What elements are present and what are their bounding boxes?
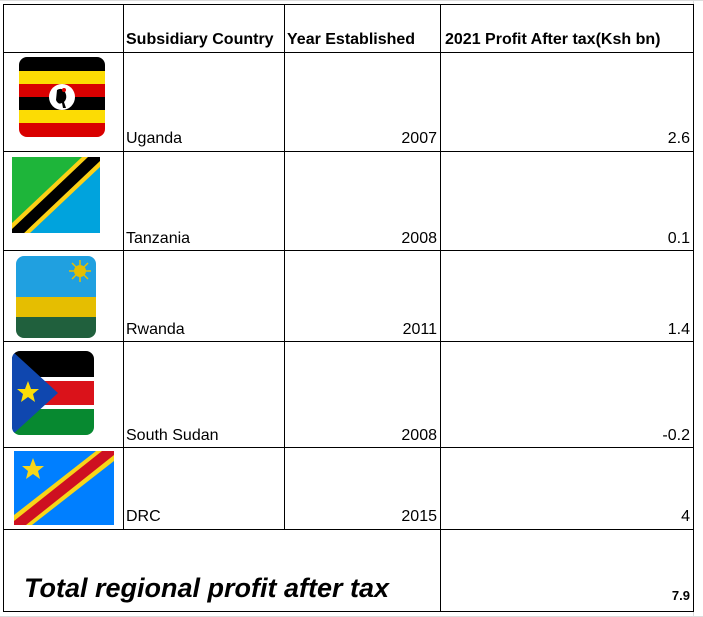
uganda-flag-icon [19, 57, 105, 137]
year-cell-tanzania: 2008 [401, 230, 437, 247]
country-cell-uganda: Uganda [126, 130, 183, 147]
total-label: Total regional profit after tax [24, 573, 390, 603]
south-sudan-flag-icon [12, 351, 94, 435]
header-year: Year Established [287, 31, 416, 48]
country-cell-rwanda: Rwanda [126, 321, 185, 338]
total-value: 7.9 [671, 588, 690, 603]
drc-flag-icon [14, 451, 114, 525]
profit-cell-uganda: 2.6 [667, 130, 690, 147]
country-cell-tanzania: Tanzania [126, 230, 191, 247]
header-country: Subsidiary Country [126, 31, 274, 48]
profit-cell-tanzania: 0.1 [667, 230, 690, 247]
profit-cell-south-sudan: -0.2 [662, 427, 690, 444]
country-cell-south-sudan: South Sudan [126, 427, 219, 444]
year-cell-uganda: 2007 [401, 130, 437, 147]
country-cell-drc: DRC [126, 508, 161, 525]
header-profit: 2021 Profit After tax(Ksh bn) [445, 31, 661, 48]
rwanda-flag-icon [16, 256, 96, 338]
year-cell-drc: 2015 [401, 508, 437, 525]
year-cell-south-sudan: 2008 [401, 427, 437, 444]
profit-cell-drc: 4 [681, 508, 690, 525]
tanzania-flag-icon [12, 157, 100, 233]
profit-cell-rwanda: 1.4 [667, 321, 690, 338]
year-cell-rwanda: 2011 [402, 321, 437, 338]
